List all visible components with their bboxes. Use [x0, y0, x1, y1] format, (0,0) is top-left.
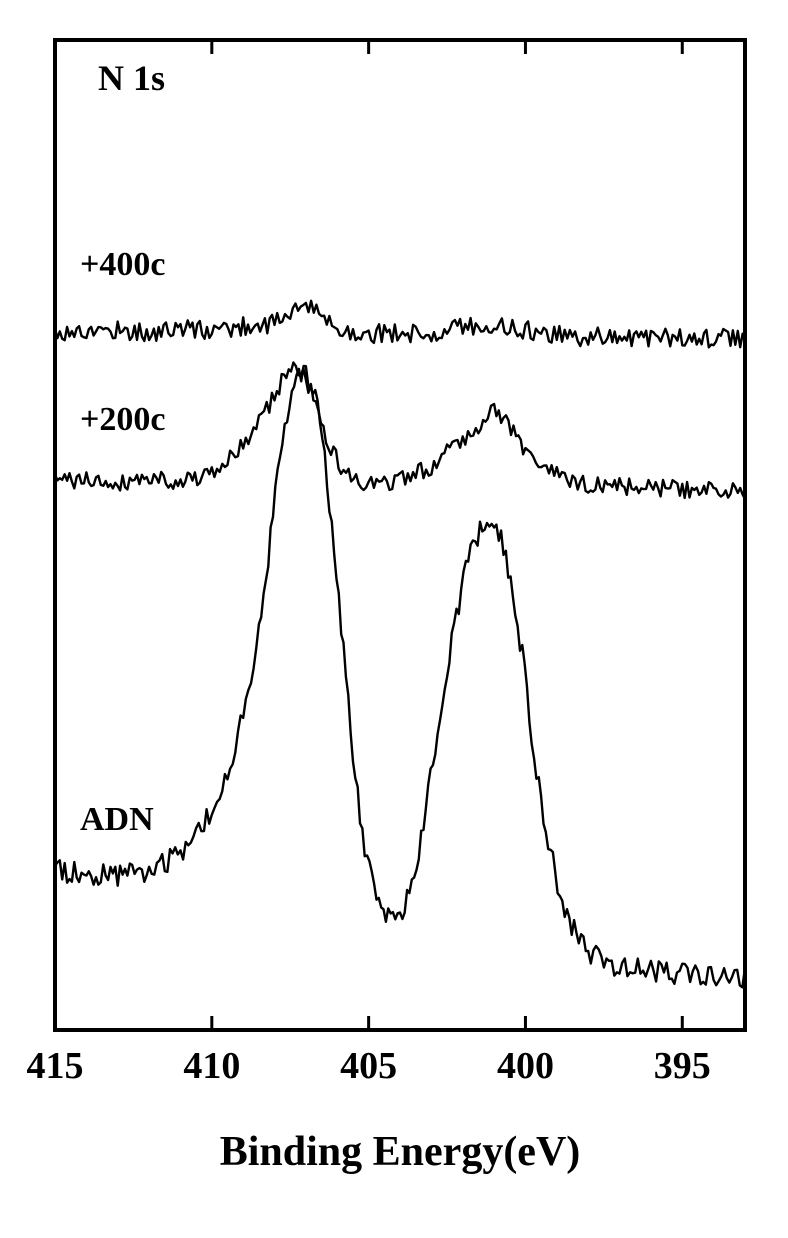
svg-text:405: 405 [340, 1045, 397, 1087]
series-label-200c: +200c [80, 401, 165, 438]
series-label-adn: ADN [80, 801, 154, 838]
svg-text:415: 415 [27, 1045, 84, 1087]
x-axis-label: Binding Energy(eV) [220, 1129, 581, 1175]
chart-title: N 1s [98, 58, 165, 98]
series-label-400c: +400c [80, 246, 165, 283]
xps-spectrum-chart: 415 410 405 400 395 N 1s +400c +200c ADN Bin… [0, 0, 788, 1238]
svg-text:410: 410 [183, 1045, 240, 1087]
svg-text:395: 395 [654, 1045, 711, 1087]
svg-text:400: 400 [497, 1045, 554, 1087]
